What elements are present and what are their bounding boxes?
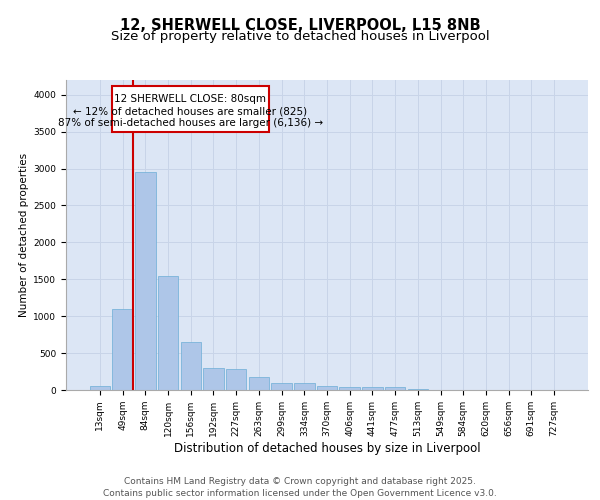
Text: 12 SHERWELL CLOSE: 80sqm: 12 SHERWELL CLOSE: 80sqm (115, 94, 266, 104)
Bar (340, 387, 360, 390)
Bar (226, 369, 247, 390)
Bar (407, 388, 428, 390)
Text: 12, SHERWELL CLOSE, LIVERPOOL, L15 8NB: 12, SHERWELL CLOSE, LIVERPOOL, L15 8NB (119, 18, 481, 32)
Text: Size of property relative to detached houses in Liverpool: Size of property relative to detached ho… (110, 30, 490, 43)
Bar (112, 86, 269, 132)
Text: ← 12% of detached houses are smaller (825): ← 12% of detached houses are smaller (82… (73, 106, 307, 116)
Bar (362, 388, 383, 390)
Bar (181, 342, 201, 390)
Bar (135, 172, 155, 390)
Bar (294, 384, 314, 390)
Text: Contains HM Land Registry data © Crown copyright and database right 2025.
Contai: Contains HM Land Registry data © Crown c… (103, 476, 497, 498)
Bar (248, 377, 269, 390)
Bar (203, 368, 224, 390)
Bar (385, 387, 406, 390)
Bar (158, 276, 178, 390)
Bar (317, 386, 337, 390)
Bar (271, 382, 292, 390)
Bar (112, 309, 133, 390)
Y-axis label: Number of detached properties: Number of detached properties (19, 153, 29, 317)
X-axis label: Distribution of detached houses by size in Liverpool: Distribution of detached houses by size … (173, 442, 481, 454)
Bar (90, 386, 110, 390)
Text: 87% of semi-detached houses are larger (6,136) →: 87% of semi-detached houses are larger (… (58, 118, 323, 128)
